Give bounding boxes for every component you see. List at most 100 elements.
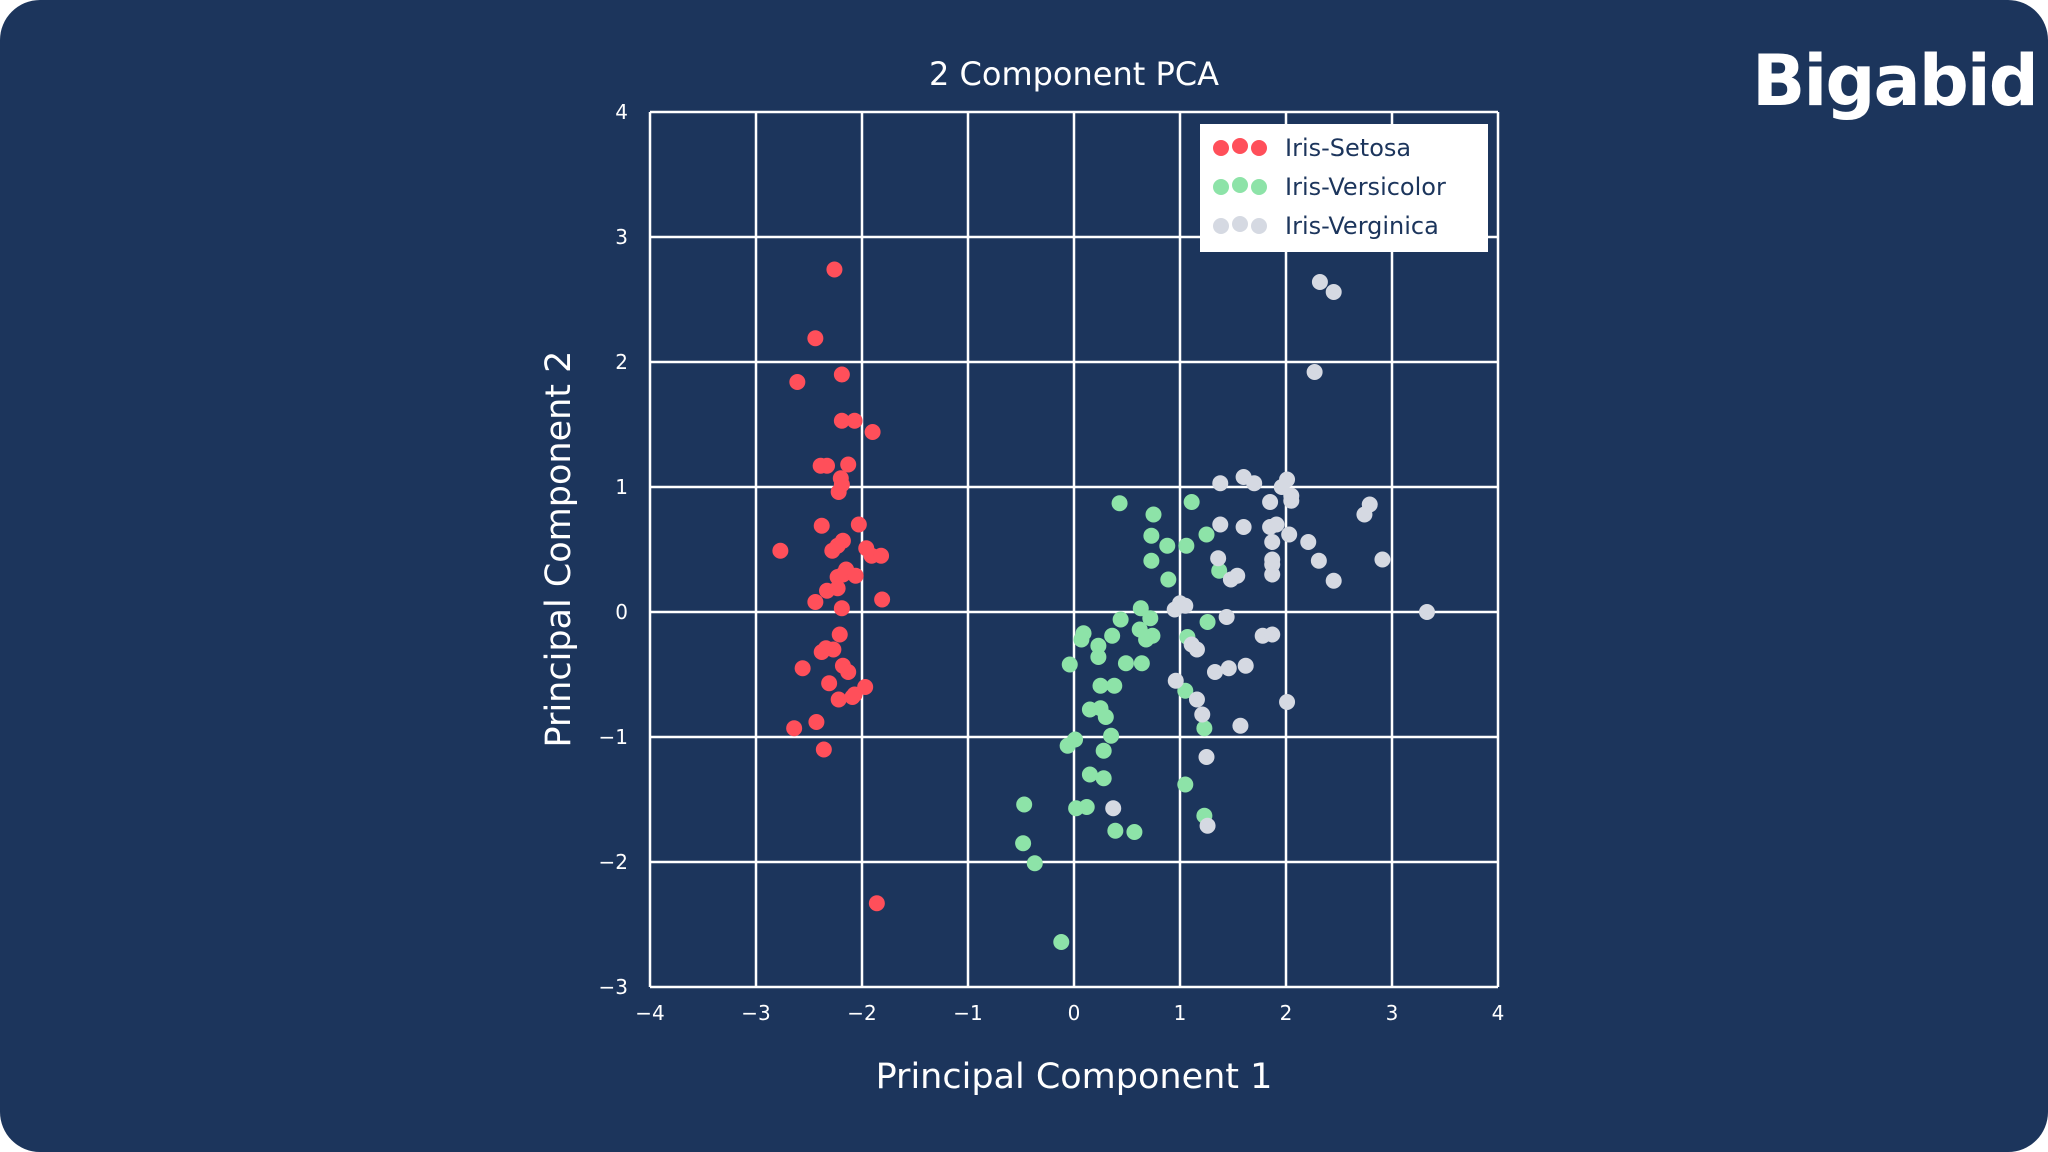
- data-point-iris-versicolor: [1026, 855, 1043, 872]
- data-point-iris-setosa: [794, 660, 811, 677]
- data-point-iris-versicolor: [1061, 656, 1078, 673]
- data-point-iris-versicolor: [1090, 637, 1107, 654]
- legend-marker: [1232, 177, 1248, 193]
- data-point-iris-verginica: [1325, 284, 1342, 300]
- data-point-iris-verginica: [1218, 609, 1235, 625]
- data-point-iris-setosa: [808, 714, 825, 730]
- data-point-iris-versicolor: [1117, 655, 1134, 672]
- legend-label: Iris-Setosa: [1285, 134, 1411, 162]
- data-point-iris-setosa: [825, 641, 842, 658]
- data-point-iris-setosa: [833, 600, 850, 617]
- data-point-iris-verginica: [1311, 274, 1328, 290]
- data-point-iris-setosa: [868, 895, 885, 912]
- data-point-iris-verginica: [1325, 572, 1342, 589]
- data-point-iris-versicolor: [1133, 655, 1150, 672]
- data-point-iris-setosa: [829, 569, 846, 585]
- data-point-iris-setosa: [840, 456, 857, 473]
- data-point-iris-verginica: [1222, 571, 1239, 588]
- data-point-iris-versicolor: [1143, 527, 1160, 544]
- bigabid-logo: Bigabid: [1752, 40, 2039, 122]
- data-points: [772, 261, 1435, 950]
- x-axis-label: Principal Component 1: [876, 1057, 1273, 1097]
- x-tick-label: −4: [635, 1001, 664, 1025]
- data-point-iris-versicolor: [1143, 552, 1160, 569]
- data-point-iris-versicolor: [1068, 800, 1085, 817]
- data-point-iris-verginica: [1237, 657, 1254, 674]
- data-point-iris-verginica: [1264, 534, 1281, 550]
- x-tick-label: −2: [847, 1001, 876, 1025]
- data-point-iris-setosa: [824, 542, 841, 559]
- y-tick-label: −2: [599, 850, 628, 874]
- data-point-iris-versicolor: [1183, 494, 1200, 510]
- data-point-iris-verginica: [1264, 566, 1281, 583]
- data-point-iris-verginica: [1206, 664, 1223, 680]
- data-point-iris-versicolor: [1016, 796, 1033, 813]
- data-point-iris-versicolor: [1073, 631, 1090, 648]
- data-point-iris-versicolor: [1131, 621, 1148, 638]
- data-point-iris-verginica: [1177, 597, 1194, 614]
- data-point-iris-versicolor: [1097, 709, 1114, 725]
- data-point-iris-verginica: [1262, 494, 1279, 510]
- data-point-iris-versicolor: [1199, 614, 1216, 630]
- y-tick-label: −3: [599, 975, 628, 999]
- data-point-iris-setosa: [826, 261, 843, 278]
- data-point-iris-verginica: [1188, 641, 1205, 658]
- data-point-iris-verginica: [1232, 717, 1249, 734]
- data-point-iris-verginica: [1220, 660, 1237, 677]
- data-point-iris-setosa: [789, 374, 806, 390]
- x-tick-label: 1: [1174, 1001, 1187, 1025]
- data-point-iris-versicolor: [1112, 611, 1129, 628]
- data-point-iris-verginica: [1198, 749, 1215, 765]
- data-point-iris-versicolor: [1145, 506, 1162, 523]
- data-point-iris-versicolor: [1081, 766, 1098, 783]
- data-point-iris-setosa: [846, 686, 863, 703]
- data-point-iris-setosa: [833, 412, 850, 429]
- data-point-iris-versicolor: [1090, 649, 1107, 665]
- data-point-iris-setosa: [830, 691, 847, 708]
- legend-marker: [1213, 140, 1229, 156]
- data-point-iris-setosa: [786, 720, 803, 737]
- data-point-iris-verginica: [1356, 506, 1373, 523]
- data-point-iris-setosa: [840, 664, 857, 680]
- data-point-iris-verginica: [1212, 516, 1229, 533]
- data-point-iris-versicolor: [1059, 737, 1076, 754]
- x-tick-label: −3: [741, 1001, 770, 1025]
- x-tick-label: 2: [1280, 1001, 1293, 1025]
- legend-marker: [1232, 216, 1248, 232]
- legend-label: Iris-Verginica: [1285, 212, 1439, 240]
- legend-marker: [1232, 138, 1248, 154]
- legend-marker: [1251, 140, 1267, 156]
- chart-title: 2 Component PCA: [929, 55, 1219, 93]
- data-point-iris-setosa: [821, 675, 838, 692]
- y-tick-label: 1: [615, 475, 628, 499]
- y-tick-label: 3: [615, 225, 628, 249]
- data-point-iris-versicolor: [1103, 727, 1120, 744]
- data-point-iris-versicolor: [1198, 526, 1215, 543]
- y-tick-label: −1: [599, 725, 628, 749]
- x-tick-label: −1: [953, 1001, 982, 1025]
- data-point-iris-verginica: [1199, 817, 1216, 834]
- y-tick-label: 4: [615, 100, 628, 124]
- data-point-iris-verginica: [1246, 475, 1263, 492]
- legend-marker: [1213, 179, 1229, 195]
- data-point-iris-setosa: [819, 457, 836, 474]
- data-point-iris-setosa: [807, 330, 824, 347]
- data-point-iris-setosa: [831, 626, 848, 643]
- data-point-iris-versicolor: [1095, 742, 1112, 759]
- data-point-iris-verginica: [1235, 519, 1252, 535]
- legend-marker: [1251, 179, 1267, 195]
- data-point-iris-setosa: [772, 542, 789, 559]
- data-point-iris-versicolor: [1095, 770, 1112, 787]
- data-point-iris-verginica: [1212, 475, 1229, 492]
- legend-box: [1200, 124, 1488, 252]
- data-point-iris-versicolor: [1132, 600, 1149, 617]
- y-tick-label: 2: [615, 350, 628, 374]
- data-point-iris-versicolor: [1104, 627, 1121, 644]
- data-point-iris-verginica: [1306, 364, 1323, 380]
- data-point-iris-setosa: [874, 591, 891, 608]
- data-point-iris-setosa: [829, 580, 846, 597]
- data-point-iris-versicolor: [1126, 824, 1143, 840]
- legend-marker: [1251, 218, 1267, 234]
- data-point-iris-versicolor: [1107, 822, 1124, 839]
